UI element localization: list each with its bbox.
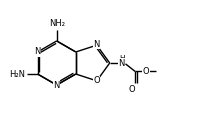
Text: H: H (119, 55, 124, 61)
Text: H₂N: H₂N (9, 70, 25, 78)
Text: NH₂: NH₂ (49, 19, 65, 28)
Text: O: O (93, 76, 100, 85)
Text: N: N (34, 48, 41, 56)
Text: O: O (128, 85, 135, 93)
Text: O: O (142, 67, 149, 76)
Text: N: N (118, 58, 124, 68)
Text: N: N (53, 81, 60, 90)
Text: N: N (93, 40, 100, 49)
